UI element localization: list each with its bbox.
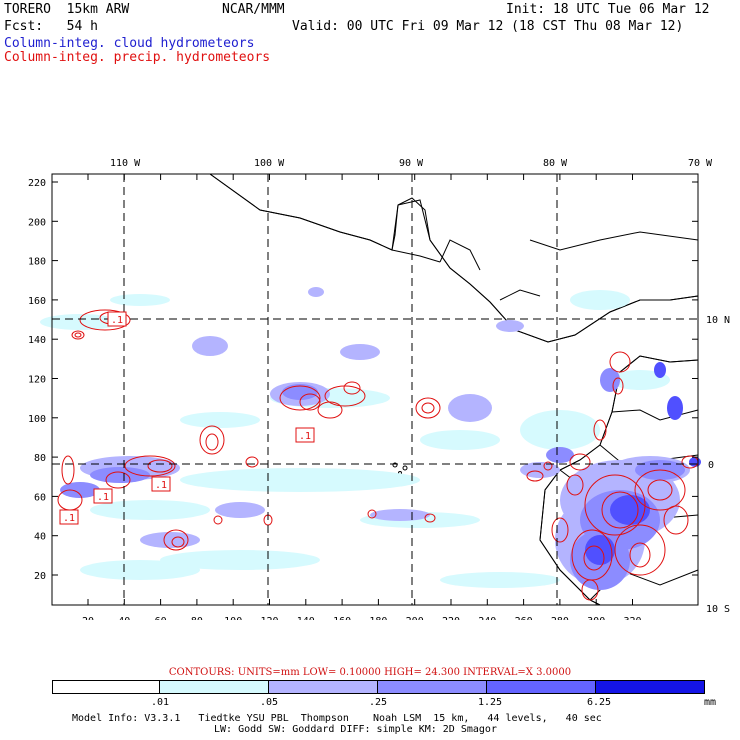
contour-info: CONTOURS: UNITS=mm LOW= 0.10000 HIGH= 24… — [168, 667, 572, 678]
colorbar-segment — [159, 680, 269, 694]
colorbar-segment — [486, 680, 596, 694]
x-tick-label: 200 — [406, 616, 424, 620]
y-tick-label: 140 — [28, 335, 46, 346]
forecast-map: .1 .1 .1 .1 .1 110 W 100 W 90 W 80 W 70 … — [28, 158, 730, 620]
lon-label-80w: 80 W — [543, 158, 568, 169]
precip-hydrometeor-contours — [57, 309, 699, 601]
x-tick-label: 180 — [369, 616, 387, 620]
colorbar-label: 1.25 — [478, 697, 503, 708]
lat-lon-grid — [52, 174, 698, 605]
x-tick-label: 220 — [442, 616, 460, 620]
x-tick-label: 320 — [623, 616, 641, 620]
y-tick-label: 220 — [28, 178, 46, 189]
x-tick-label: 120 — [260, 616, 278, 620]
colorbar-units: mm — [704, 697, 717, 708]
x-tick-label: 100 — [224, 616, 242, 620]
y-tick-label: 60 — [34, 492, 46, 503]
model-info-line2: LW: Godd SW: Goddard DIFF: simple KM: 2D… — [214, 724, 497, 735]
y-tick-label: 40 — [34, 532, 46, 543]
forecast-hour: Fcst: 54 h — [4, 19, 98, 34]
y-tick-label: 160 — [28, 296, 46, 307]
lat-label-10s: 10 S — [706, 604, 730, 615]
field-cloud-label: Column-integ. cloud hydrometeors — [4, 36, 255, 51]
x-tick-label: 260 — [515, 616, 533, 620]
x-tick-label: 240 — [478, 616, 496, 620]
x-tick-label: 40 — [118, 616, 130, 620]
y-tick-label: 80 — [34, 453, 46, 464]
y-tick-label: 120 — [28, 375, 46, 386]
lon-label-90w: 90 W — [399, 158, 424, 169]
lat-label-10n: 10 N — [706, 315, 730, 326]
colorbar-segment — [52, 680, 160, 694]
y-tick-label: 20 — [34, 571, 46, 582]
contour-label: .1 — [97, 492, 109, 503]
x-tick-label: 300 — [587, 616, 605, 620]
x-tick-label: 140 — [297, 616, 315, 620]
valid-time: Valid: 00 UTC Fri 09 Mar 12 (18 CST Thu … — [292, 19, 684, 34]
y-tick-label: 100 — [28, 414, 46, 425]
contour-label: .1 — [111, 315, 123, 326]
init-time: Init: 18 UTC Tue 06 Mar 12 — [506, 2, 710, 17]
organization: NCAR/MMM — [222, 2, 285, 17]
field-precip-label: Column-integ. precip. hydrometeors — [4, 50, 271, 65]
colorbar-segment — [377, 680, 487, 694]
lon-label-110w: 110 W — [110, 158, 141, 169]
y-tick-label: 200 — [28, 217, 46, 228]
y-tick-label: 180 — [28, 257, 46, 268]
colorbar-label: .05 — [260, 697, 279, 708]
colorbar-segment — [268, 680, 378, 694]
lat-label-0: 0 — [708, 460, 714, 471]
x-tick-label: 20 — [82, 616, 94, 620]
colorbar-label: .25 — [369, 697, 388, 708]
x-tick-label: 280 — [551, 616, 569, 620]
contour-label-boxes: .1 .1 .1 .1 .1 — [59, 311, 315, 525]
contour-label: .1 — [299, 431, 311, 442]
x-tick-label: 80 — [191, 616, 203, 620]
contour-label: .1 — [63, 513, 75, 524]
x-tick-label: 160 — [333, 616, 351, 620]
colorbar-segment — [595, 680, 705, 694]
map-frame — [51, 173, 699, 606]
colorbar-label: .01 — [151, 697, 170, 708]
colorbar-label: 6.25 — [587, 697, 612, 708]
lon-label-100w: 100 W — [254, 158, 285, 169]
x-tick-label: 60 — [155, 616, 167, 620]
lon-label-70w: 70 W — [688, 158, 713, 169]
model-title: TORERO 15km ARW — [4, 2, 130, 17]
model-info-line1: Model Info: V3.3.1 Tiedtke YSU PBL Thomp… — [72, 713, 602, 724]
contour-label: .1 — [155, 480, 167, 491]
cloud-hydrometeor-shading — [40, 287, 701, 590]
